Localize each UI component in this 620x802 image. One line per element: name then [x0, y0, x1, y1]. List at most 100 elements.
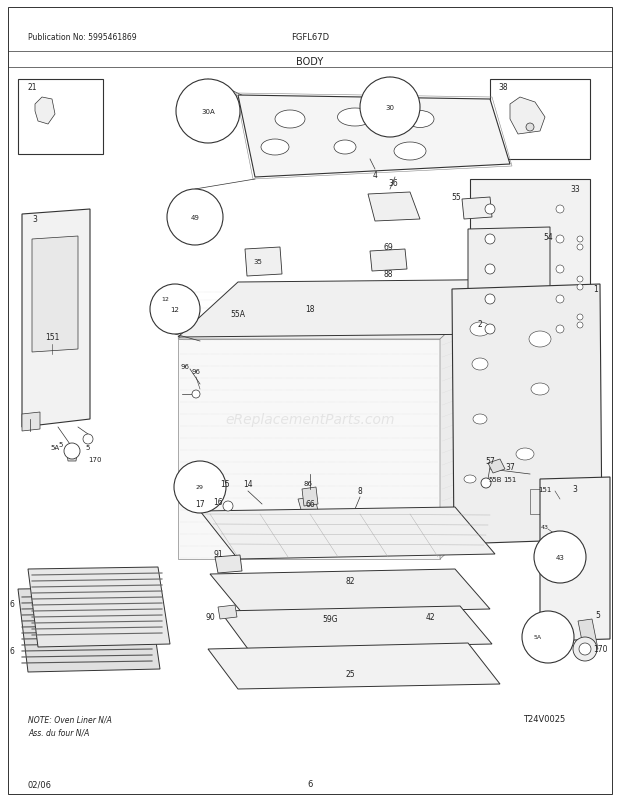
Text: 3: 3: [32, 215, 37, 225]
Polygon shape: [28, 567, 170, 647]
Text: NOTE: Oven Liner N/A: NOTE: Oven Liner N/A: [28, 715, 112, 723]
Circle shape: [577, 314, 583, 321]
Circle shape: [577, 245, 583, 251]
Text: 17: 17: [195, 500, 205, 508]
Text: 82: 82: [345, 577, 355, 585]
Circle shape: [485, 294, 495, 305]
Text: 37: 37: [505, 463, 515, 472]
Circle shape: [579, 643, 591, 655]
Polygon shape: [536, 626, 558, 649]
Text: T24V0025: T24V0025: [523, 715, 565, 723]
Text: 5A: 5A: [50, 444, 60, 451]
Text: 1: 1: [593, 286, 598, 294]
Ellipse shape: [406, 111, 434, 128]
Ellipse shape: [334, 141, 356, 155]
Text: 36: 36: [388, 178, 398, 187]
Circle shape: [522, 611, 574, 663]
Polygon shape: [178, 285, 500, 339]
Text: 69: 69: [383, 243, 393, 252]
Polygon shape: [218, 606, 237, 619]
Ellipse shape: [529, 331, 551, 347]
Text: 5: 5: [596, 611, 600, 620]
Circle shape: [556, 326, 564, 334]
Text: Ass. du four N/A: Ass. du four N/A: [28, 727, 89, 736]
Polygon shape: [162, 300, 182, 322]
Circle shape: [485, 265, 495, 274]
Circle shape: [556, 206, 564, 214]
Text: 96: 96: [192, 369, 200, 375]
Ellipse shape: [472, 358, 488, 371]
Text: 15: 15: [220, 480, 230, 489]
Polygon shape: [298, 497, 318, 513]
Text: 5: 5: [58, 441, 63, 448]
Circle shape: [526, 124, 534, 132]
Polygon shape: [488, 460, 505, 473]
Polygon shape: [245, 248, 282, 277]
Circle shape: [64, 444, 80, 460]
Text: 30: 30: [386, 105, 394, 111]
Circle shape: [556, 265, 564, 273]
Circle shape: [556, 236, 564, 244]
Polygon shape: [462, 198, 492, 220]
Text: 57: 57: [485, 457, 495, 466]
Bar: [490, 80, 590, 160]
Circle shape: [534, 532, 586, 583]
Text: 25: 25: [345, 670, 355, 678]
Text: 5A: 5A: [534, 634, 542, 640]
Polygon shape: [540, 477, 610, 642]
Circle shape: [485, 325, 495, 334]
Polygon shape: [66, 448, 78, 461]
Text: 151: 151: [45, 333, 59, 342]
Text: 43: 43: [541, 525, 549, 530]
Text: 86: 86: [304, 480, 312, 486]
Text: eReplacementParts.com: eReplacementParts.com: [225, 412, 395, 427]
Polygon shape: [215, 555, 242, 573]
Text: 5: 5: [86, 444, 90, 451]
Circle shape: [481, 479, 491, 488]
Text: 12: 12: [170, 306, 179, 313]
Polygon shape: [22, 210, 90, 427]
Text: BODY: BODY: [296, 57, 324, 67]
Polygon shape: [302, 488, 318, 506]
Circle shape: [150, 285, 200, 334]
Text: 90: 90: [205, 613, 215, 622]
Polygon shape: [470, 180, 590, 359]
Ellipse shape: [516, 448, 534, 460]
Polygon shape: [468, 228, 550, 334]
Polygon shape: [178, 339, 440, 559]
Polygon shape: [188, 477, 210, 500]
Text: 6: 6: [9, 600, 14, 609]
Text: 88: 88: [383, 270, 392, 279]
Circle shape: [83, 435, 93, 444]
Text: 55A: 55A: [231, 310, 246, 319]
Bar: [18, 80, 103, 155]
Polygon shape: [452, 285, 602, 545]
Ellipse shape: [261, 140, 289, 156]
Circle shape: [556, 296, 564, 304]
Text: 66: 66: [305, 500, 315, 508]
Text: 3: 3: [572, 485, 577, 494]
Circle shape: [223, 501, 233, 512]
Text: 29: 29: [196, 485, 204, 490]
Bar: [530, 489, 570, 514]
Ellipse shape: [464, 476, 476, 484]
Text: 151: 151: [538, 486, 552, 492]
Text: 30A: 30A: [201, 109, 215, 115]
Text: 35: 35: [254, 259, 262, 265]
Text: 8: 8: [358, 487, 362, 496]
Ellipse shape: [531, 383, 549, 395]
Text: 14: 14: [243, 480, 253, 489]
Polygon shape: [368, 192, 420, 221]
Polygon shape: [208, 643, 500, 689]
Text: 43: 43: [556, 554, 564, 561]
Circle shape: [167, 190, 223, 245]
Text: 49: 49: [190, 215, 200, 221]
Circle shape: [485, 205, 495, 215]
Polygon shape: [238, 96, 510, 178]
Text: 2: 2: [477, 320, 482, 329]
Text: 91: 91: [213, 550, 223, 559]
Circle shape: [577, 285, 583, 290]
Text: 42: 42: [425, 613, 435, 622]
Text: 6: 6: [9, 646, 14, 656]
Text: 55: 55: [451, 192, 461, 201]
